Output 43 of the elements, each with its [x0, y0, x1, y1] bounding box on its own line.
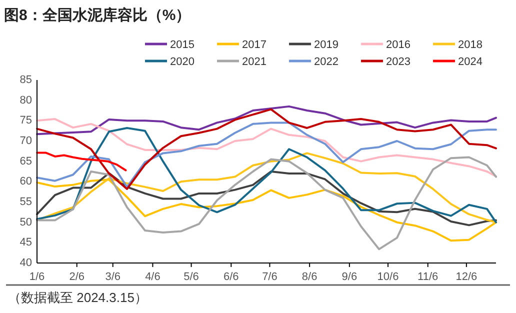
legend-label: 2015 [170, 39, 194, 51]
line-series [36, 126, 497, 224]
y-tick-label: 85 [20, 74, 32, 86]
legend-label: 2016 [386, 39, 410, 51]
y-tick-label: 75 [20, 114, 32, 127]
x-tick-label: 7/6 [262, 271, 278, 283]
y-tick-label: 80 [20, 94, 32, 106]
x-tick-label: 3/6 [105, 271, 121, 283]
legend-label: 2022 [314, 56, 338, 68]
x-tick-label: 5/6 [184, 271, 199, 283]
line-series [36, 170, 497, 226]
x-tick-label: 10/6 [377, 271, 399, 283]
x-tick-label: 1/6 [29, 271, 45, 283]
legend-label: 2018 [458, 39, 482, 51]
x-tick-label: 4/6 [145, 271, 160, 283]
line-series [36, 122, 497, 188]
chart-title: 图8：全国水泥库容比（%） [4, 6, 191, 24]
x-tick-label: 11/6 [418, 271, 438, 283]
y-tick-label: 70 [20, 135, 32, 147]
line-series [36, 105, 497, 136]
line-series [36, 108, 497, 190]
legend-label: 2024 [458, 56, 482, 68]
legend-label: 2020 [170, 56, 194, 68]
line-series [36, 156, 497, 250]
legend-label: 2019 [314, 39, 338, 51]
text: （数据截至 2024.3.15） [8, 290, 148, 305]
legend-label: 2023 [386, 56, 410, 68]
x-tick-label: 6/6 [223, 271, 239, 283]
line-series [36, 152, 127, 172]
x-tick-label: 8/6 [302, 271, 318, 283]
x-tick-label: 2/6 [69, 271, 85, 283]
y-tick-label: 65 [20, 155, 32, 168]
y-tick-label: 45 [20, 236, 32, 249]
line-series [36, 178, 497, 242]
y-tick-label: 60 [20, 176, 32, 188]
y-tick-label: 50 [20, 216, 32, 228]
x-tick-label: 9/6 [342, 271, 358, 283]
x-tick-label: 12/6 [456, 271, 478, 283]
legend-label: 2017 [242, 39, 266, 51]
y-tick-label: 55 [20, 196, 32, 208]
line-series [36, 118, 497, 178]
y-tick-label: 40 [20, 257, 32, 269]
legend-label: 2021 [242, 56, 266, 68]
